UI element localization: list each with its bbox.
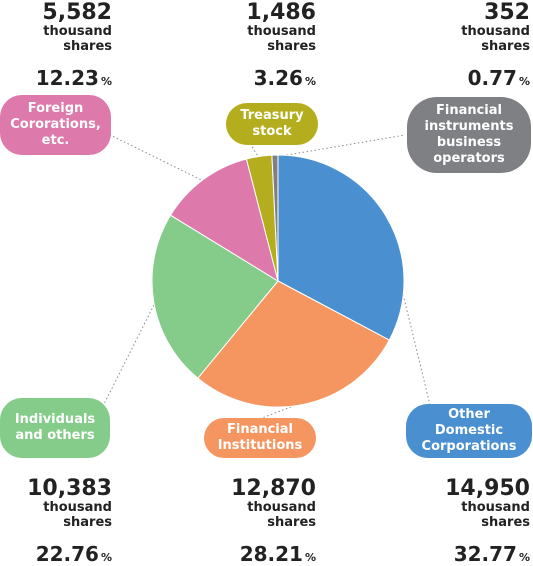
- shares-value: 10,383: [27, 476, 112, 501]
- shares-unit: thousand shares: [247, 500, 316, 530]
- shares-value: 14,950: [445, 476, 530, 501]
- slice-financial-institutions: [197, 280, 390, 408]
- shares-unit: thousand shares: [43, 500, 112, 530]
- shares-value: 352: [484, 0, 530, 25]
- percent-value: 22.76%: [35, 542, 112, 566]
- percent-value: 12.23%: [35, 66, 112, 90]
- label-financial-institutions: Financial Institutions: [204, 418, 316, 458]
- leader-line: [99, 301, 157, 413]
- stat-treasury: 1,486 thousand shares 3.26%: [200, 0, 316, 90]
- shares-value: 12,870: [231, 476, 316, 501]
- label-treasury: Treasury stock: [226, 103, 318, 145]
- slice-other-domestic: [277, 154, 405, 341]
- slice-foreign: [169, 158, 279, 283]
- percent-value: 3.26%: [253, 66, 316, 90]
- percent-value: 32.77%: [453, 542, 530, 566]
- stat-individuals: 10,383 thousand shares 22.76%: [0, 476, 112, 566]
- stat-foreign: 5,582 thousand shares 12.23%: [0, 0, 112, 90]
- stat-financial-institutions: 12,870 thousand shares 28.21%: [200, 476, 316, 566]
- leader-line: [99, 129, 205, 182]
- slice-fin-instruments: [271, 154, 279, 282]
- shares-value: 5,582: [42, 0, 112, 25]
- slice-individuals: [151, 214, 279, 379]
- percent-value: 28.21%: [239, 542, 316, 566]
- label-fin-instruments: Financial instruments business operators: [407, 97, 531, 173]
- shares-value: 1,486: [246, 0, 316, 25]
- label-other-domestic: Other Domestic Corporations: [406, 404, 532, 458]
- label-individuals: Individuals and others: [0, 398, 110, 458]
- shares-unit: thousand shares: [461, 24, 530, 54]
- shares-unit: thousand shares: [43, 24, 112, 54]
- label-foreign: Foreign Cororations, etc.: [0, 95, 111, 155]
- percent-value: 0.77%: [467, 66, 530, 90]
- shares-unit: thousand shares: [461, 500, 530, 530]
- stat-other-domestic: 14,950 thousand shares 32.77%: [410, 476, 530, 566]
- shares-unit: thousand shares: [247, 24, 316, 54]
- stat-fin-instruments: 352 thousand shares 0.77%: [410, 0, 530, 90]
